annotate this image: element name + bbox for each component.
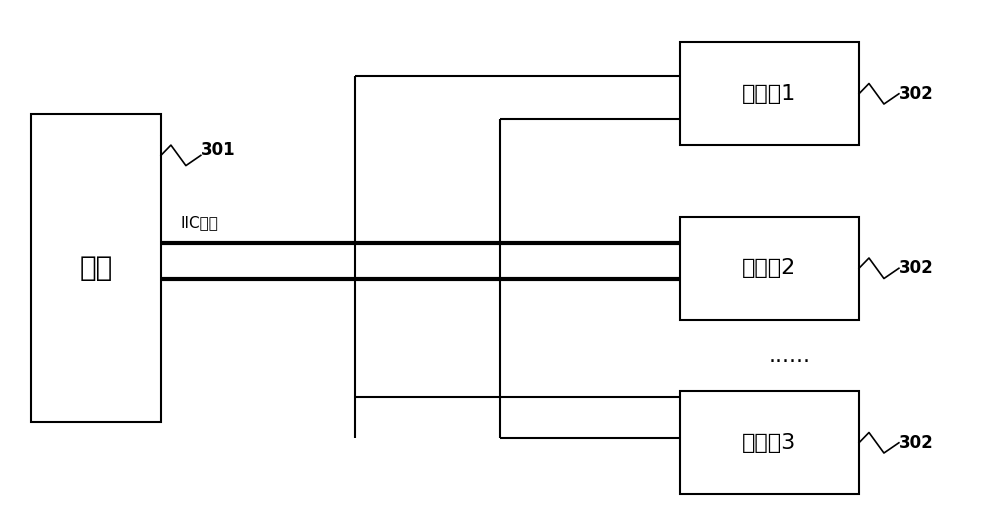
FancyBboxPatch shape [680,392,859,494]
Text: 主机: 主机 [80,254,113,282]
Text: 光模块3: 光模块3 [742,433,796,453]
Text: 301: 301 [201,141,235,159]
Text: 302: 302 [899,85,934,103]
Text: 302: 302 [899,259,934,277]
FancyBboxPatch shape [680,42,859,145]
Text: 光模块1: 光模块1 [742,84,796,104]
Text: ......: ...... [768,346,810,365]
FancyBboxPatch shape [680,217,859,319]
Text: IIC总线: IIC总线 [181,215,219,230]
Text: 302: 302 [899,434,934,452]
FancyBboxPatch shape [31,115,161,422]
Text: 光模块2: 光模块2 [742,259,796,278]
